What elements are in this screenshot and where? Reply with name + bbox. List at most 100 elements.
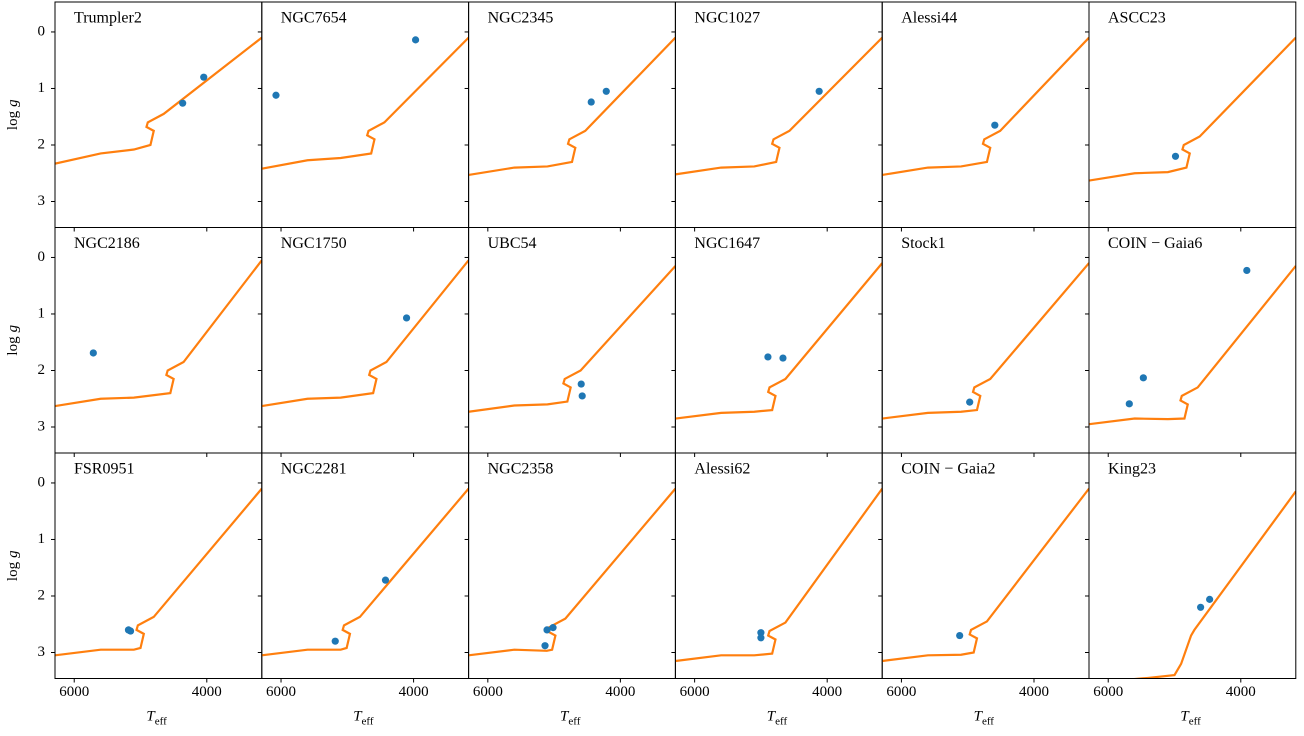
y-tick-label: 2	[38, 136, 46, 152]
panel-frame	[1088, 227, 1297, 454]
isochrone	[1128, 490, 1296, 679]
panel-frame	[674, 452, 883, 679]
x-tick-label: 6000	[59, 684, 89, 700]
y-axis-label: log g	[5, 99, 21, 130]
panel-title: COIN − Gaia6	[1108, 235, 1202, 252]
x-tick-label: 6000	[680, 684, 710, 700]
star-point	[549, 624, 557, 632]
panel-title: NGC2281	[281, 461, 347, 478]
x-axis-label-part: T	[560, 709, 570, 725]
isochrone	[261, 36, 469, 170]
panel-frame	[881, 1, 1090, 228]
x-tick-label: 4000	[399, 684, 429, 700]
star-point	[411, 36, 420, 44]
panel-title: NGC1027	[694, 10, 760, 27]
y-axis-label-part: log	[5, 336, 21, 356]
isochrone	[882, 36, 1090, 177]
panel-title: NGC2345	[488, 10, 554, 27]
panel-title: Alessi44	[901, 10, 957, 27]
star-point	[331, 637, 339, 645]
star-point	[577, 380, 585, 388]
y-axis-label-part: g	[5, 550, 21, 558]
panel-frame	[54, 452, 263, 679]
star-point	[1197, 603, 1205, 611]
x-axis-label-part: eff	[982, 715, 994, 727]
panel-frame	[674, 1, 883, 228]
panel-frame	[468, 227, 676, 454]
isochrone	[55, 259, 262, 408]
isochrone	[468, 36, 676, 177]
star-point	[402, 314, 411, 322]
panel-frame	[54, 1, 263, 228]
star-point	[179, 99, 187, 107]
x-tick-label: 4000	[192, 684, 222, 700]
star-point	[1243, 266, 1251, 275]
star-point	[89, 349, 97, 357]
star-point	[602, 87, 610, 95]
y-tick-label: 2	[38, 362, 46, 378]
star-point	[991, 121, 999, 129]
star-point	[1139, 374, 1147, 382]
y-tick-label: 1	[38, 80, 46, 96]
x-axis-label-part: eff	[362, 715, 374, 727]
y-axis-label: log g	[5, 324, 21, 355]
panel-title: NGC2358	[488, 461, 554, 478]
y-tick-label: 3	[38, 418, 46, 434]
panel-frame	[261, 452, 470, 679]
x-tick-label: 4000	[812, 684, 842, 700]
y-axis-label-part: g	[5, 99, 21, 107]
panel-frame	[54, 227, 263, 454]
panel-frame	[261, 227, 470, 454]
x-axis-label-part: eff	[1189, 715, 1201, 727]
y-tick-label: 3	[38, 193, 46, 209]
star-point	[578, 392, 586, 400]
panel-title: King23	[1108, 461, 1156, 478]
x-tick-label: 6000	[886, 684, 916, 700]
panel-title: COIN − Gaia2	[901, 461, 995, 478]
x-tick-label: 6000	[473, 684, 503, 700]
isochrone	[55, 487, 262, 657]
star-point	[587, 98, 595, 106]
panel-frame	[468, 452, 676, 679]
x-axis-label: Teff	[560, 709, 581, 727]
y-tick-label: 0	[38, 249, 46, 265]
star-point	[541, 642, 549, 650]
y-tick-label: 0	[38, 23, 46, 39]
panel-title: Alessi62	[694, 461, 750, 478]
isochrone	[1089, 36, 1296, 182]
y-tick-label: 3	[38, 644, 46, 660]
x-axis-label-part: T	[1180, 709, 1190, 725]
x-axis-label: Teff	[767, 709, 788, 727]
x-tick-label: 6000	[1093, 684, 1123, 700]
star-point	[956, 631, 964, 640]
isochrone	[882, 262, 1090, 420]
panel-frame	[881, 227, 1090, 454]
star-point	[381, 576, 390, 584]
panel-frame	[881, 452, 1090, 679]
isochrone	[675, 487, 883, 663]
star-point	[200, 73, 208, 81]
x-axis-label-part: eff	[155, 715, 167, 727]
x-tick-label: 4000	[605, 684, 635, 700]
panel-frame	[261, 1, 470, 228]
x-tick-label: 6000	[266, 684, 296, 700]
panel-frame	[468, 1, 676, 228]
star-point	[1125, 400, 1133, 408]
star-point	[815, 87, 823, 95]
star-point	[757, 629, 765, 637]
y-axis-label-part: g	[5, 324, 21, 332]
y-axis-label: log g	[5, 550, 21, 581]
star-point	[1206, 595, 1214, 603]
y-tick-label: 1	[38, 305, 46, 321]
star-point	[764, 353, 772, 361]
panel-frame	[1088, 1, 1297, 228]
panel-title: NGC1750	[281, 235, 347, 252]
panel-title: FSR0951	[74, 461, 134, 478]
panel-title: NGC1647	[694, 235, 760, 252]
y-tick-label: 0	[38, 474, 46, 490]
x-axis-label: Teff	[353, 709, 374, 727]
panel-title: NGC2186	[74, 235, 140, 252]
panel-frame	[1088, 452, 1297, 679]
star-point	[757, 634, 765, 642]
